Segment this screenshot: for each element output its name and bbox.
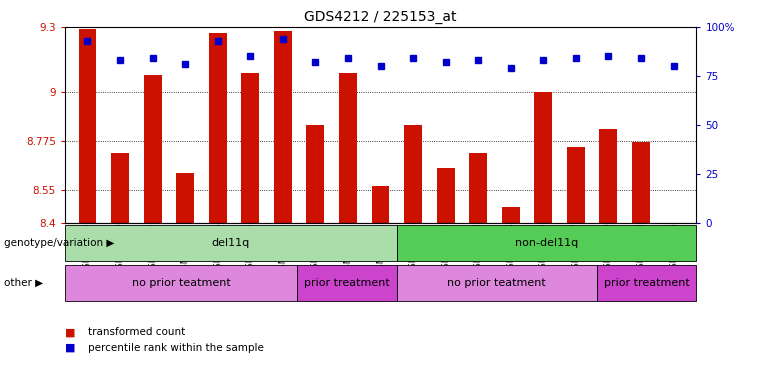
Bar — [600, 129, 617, 223]
Bar — [437, 168, 454, 223]
Bar — [307, 125, 324, 223]
Text: percentile rank within the sample: percentile rank within the sample — [88, 343, 263, 353]
Text: ■: ■ — [65, 327, 75, 337]
Bar — [177, 173, 194, 223]
Bar — [274, 31, 291, 223]
Bar — [470, 153, 487, 223]
Text: prior treatment: prior treatment — [603, 278, 689, 288]
Text: other ▶: other ▶ — [4, 278, 43, 288]
Bar — [567, 147, 584, 223]
Text: prior treatment: prior treatment — [304, 278, 390, 288]
Text: del11q: del11q — [212, 238, 250, 248]
Bar — [241, 73, 260, 223]
Bar — [371, 186, 390, 223]
Bar — [144, 75, 161, 223]
Text: non-del11q: non-del11q — [515, 238, 578, 248]
Text: no prior teatment: no prior teatment — [132, 278, 231, 288]
Bar — [209, 33, 227, 223]
Title: GDS4212 / 225153_at: GDS4212 / 225153_at — [304, 10, 457, 25]
Text: ■: ■ — [65, 343, 75, 353]
Bar — [534, 92, 552, 223]
Text: no prior teatment: no prior teatment — [447, 278, 546, 288]
Bar — [404, 125, 422, 223]
Bar — [632, 142, 650, 223]
Text: transformed count: transformed count — [88, 327, 185, 337]
Bar — [501, 207, 520, 223]
Bar — [339, 73, 357, 223]
Bar — [111, 153, 129, 223]
Bar — [78, 29, 97, 223]
Text: genotype/variation ▶: genotype/variation ▶ — [4, 238, 114, 248]
